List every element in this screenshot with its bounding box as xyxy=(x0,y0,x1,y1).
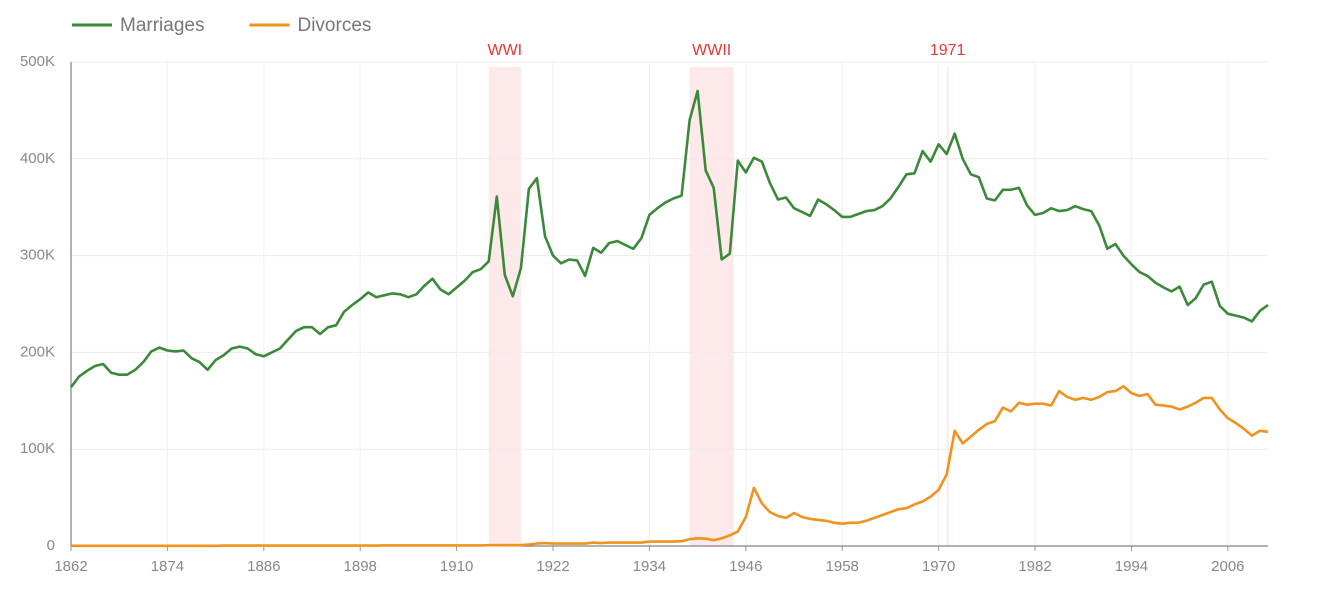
x-tick-label: 1994 xyxy=(1115,558,1148,575)
annotation-label: WWI xyxy=(487,42,522,59)
x-tick-label: 1958 xyxy=(826,558,859,575)
x-tick-label: 1946 xyxy=(729,558,762,575)
x-tick-label: 1910 xyxy=(440,558,473,575)
x-tick-label: 1898 xyxy=(344,558,377,575)
legend-label: Marriages xyxy=(120,15,204,36)
x-tick-label: 1874 xyxy=(151,558,184,575)
annotation-label: 1971 xyxy=(930,42,966,59)
line-divorces xyxy=(71,385,1269,548)
x-tick-label: 2006 xyxy=(1211,558,1244,575)
x-tick-label: 1934 xyxy=(633,558,666,575)
y-tick-label: 0 xyxy=(47,537,55,554)
y-tick-label: 400K xyxy=(20,150,55,167)
x-tick-label: 1922 xyxy=(536,558,569,575)
annotation-band xyxy=(488,67,521,546)
legend-label: Divorces xyxy=(297,15,371,36)
x-tick-label: 1982 xyxy=(1018,558,1051,575)
x-tick-label: 1862 xyxy=(54,558,87,575)
y-tick-label: 200K xyxy=(20,343,55,360)
annotation-band xyxy=(689,67,734,546)
y-tick-label: 100K xyxy=(20,440,55,457)
annotation-label: WWII xyxy=(692,42,731,59)
x-tick-label: 1886 xyxy=(247,558,280,575)
line-marriages xyxy=(69,89,1269,388)
y-tick-label: 300K xyxy=(20,247,55,264)
x-tick-label: 1970 xyxy=(922,558,955,575)
y-tick-label: 500K xyxy=(20,53,55,70)
annotation-band xyxy=(946,67,949,546)
